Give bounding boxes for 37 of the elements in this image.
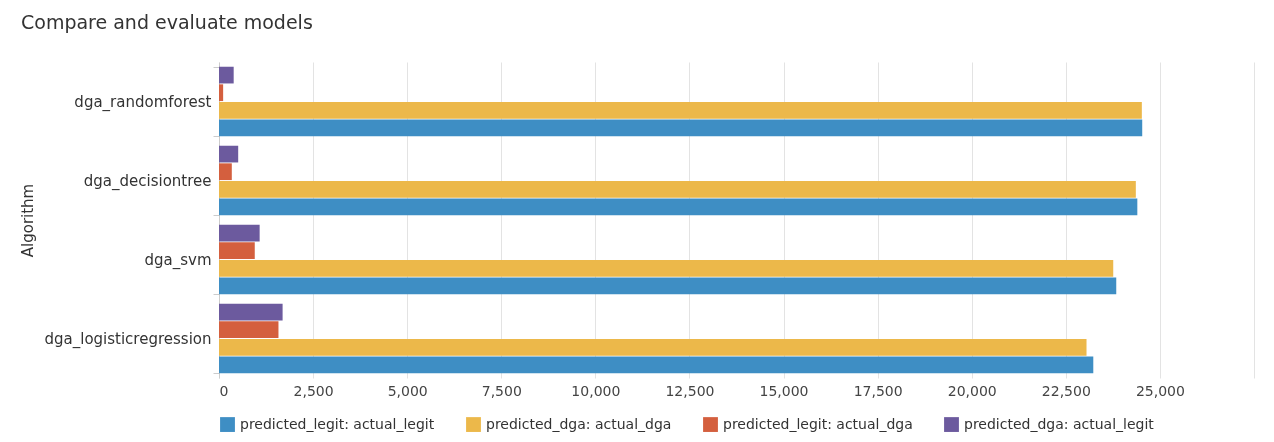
bar [219,198,1138,216]
legend-label: predicted_legit: actual_dga [723,415,913,432]
x-tick-label: 7,500 [481,382,522,399]
y-axis-title: Algorithm [19,183,38,258]
x-tick-label: 17,500 [853,382,903,399]
bar [219,66,234,84]
x-tick-label: 25,000 [1135,382,1185,399]
bar [219,321,279,339]
x-tick-label: 22,500 [1041,382,1091,399]
bar [219,303,283,321]
y-tick-label: dga_logisticregression [44,330,212,349]
bar [219,338,1087,356]
bar [219,180,1136,198]
y-tick-label: dga_decisiontree [83,172,212,191]
y-tick-label: dga_svm [144,251,212,270]
bar [219,224,260,242]
bar [219,119,1143,137]
legend-label: predicted_dga: actual_dga [486,415,672,432]
bar [219,242,255,260]
x-tick-label: 12,500 [665,382,715,399]
legend-label: predicted_legit: actual_legit [240,415,435,432]
bar [219,356,1094,374]
bar [219,84,224,102]
chart-title: Compare and evaluate models [20,11,313,33]
x-tick-label: 20,000 [947,382,997,399]
x-tick-label: 2,500 [293,382,334,399]
bar [219,259,1114,277]
bar [219,163,232,181]
x-tick-label: 10,000 [571,382,621,399]
bar [219,277,1117,295]
bar [219,101,1142,119]
y-tick-label: dga_randomforest [74,93,212,112]
x-tick-label: 5,000 [387,382,428,399]
x-tick-label: 15,000 [759,382,809,399]
x-tick-label: 0 [219,382,229,399]
legend-label: predicted_dga: actual_legit [964,415,1155,432]
bar [219,145,239,163]
